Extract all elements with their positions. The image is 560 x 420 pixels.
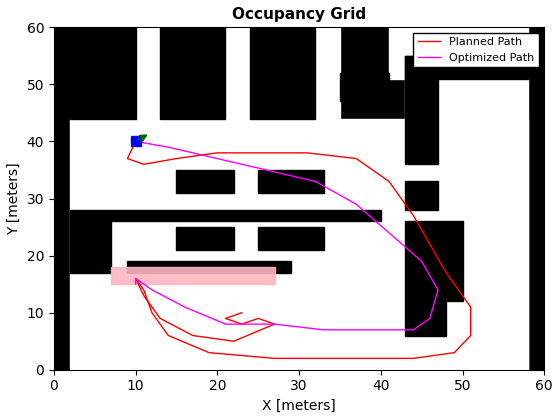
Line: Optimized Path: Optimized Path bbox=[136, 142, 438, 330]
Bar bbox=[70, 210, 381, 221]
Bar bbox=[258, 170, 324, 193]
Optimized Path bbox=[214, 156, 221, 161]
X-axis label: X [meters]: X [meters] bbox=[262, 399, 336, 413]
Planned Path bbox=[189, 333, 196, 338]
Planned Path bbox=[263, 150, 270, 155]
Optimized Path bbox=[418, 259, 425, 264]
Bar bbox=[70, 221, 111, 273]
Planned Path bbox=[427, 241, 433, 247]
Optimized Path bbox=[181, 304, 188, 310]
Planned Path bbox=[132, 139, 139, 144]
Planned Path bbox=[353, 156, 360, 161]
Bar bbox=[111, 267, 274, 284]
Planned Path bbox=[148, 310, 155, 315]
Optimized Path bbox=[427, 316, 433, 321]
Optimized Path bbox=[132, 139, 139, 144]
Planned Path bbox=[157, 316, 164, 321]
Planned Path bbox=[271, 322, 278, 327]
Optimized Path bbox=[222, 322, 229, 327]
Planned Path bbox=[141, 293, 147, 298]
Planned Path bbox=[468, 304, 474, 310]
Optimized Path bbox=[271, 322, 278, 327]
Bar bbox=[136, 27, 160, 118]
Planned Path bbox=[230, 339, 237, 344]
Planned Path bbox=[255, 316, 262, 321]
Planned Path bbox=[410, 356, 417, 361]
Bar bbox=[405, 56, 438, 164]
Bar bbox=[405, 79, 528, 164]
Planned Path bbox=[451, 350, 458, 355]
Bar bbox=[405, 27, 528, 56]
Optimized Path bbox=[263, 168, 270, 173]
Bar bbox=[315, 27, 340, 118]
Bar bbox=[160, 27, 226, 118]
Optimized Path bbox=[353, 202, 360, 207]
Bar bbox=[258, 227, 324, 250]
Planned Path bbox=[386, 179, 393, 184]
Optimized Path bbox=[148, 287, 155, 292]
Optimized Path bbox=[386, 230, 393, 235]
Planned Path bbox=[271, 356, 278, 361]
Bar bbox=[70, 118, 528, 370]
Title: Occupancy Grid: Occupancy Grid bbox=[232, 7, 366, 22]
Optimized Path bbox=[132, 282, 139, 287]
Planned Path bbox=[124, 156, 131, 161]
Bar bbox=[463, 210, 528, 370]
Legend: Planned Path, Optimized Path: Planned Path, Optimized Path bbox=[413, 33, 539, 67]
Optimized Path bbox=[435, 287, 441, 292]
Bar bbox=[389, 27, 405, 79]
Bar bbox=[438, 164, 528, 210]
Planned Path bbox=[239, 310, 245, 315]
Bar bbox=[176, 170, 234, 193]
Planned Path bbox=[165, 333, 171, 338]
Planned Path bbox=[141, 287, 147, 292]
Optimized Path bbox=[369, 327, 376, 332]
Bar bbox=[405, 301, 446, 336]
Planned Path bbox=[443, 270, 450, 275]
Planned Path bbox=[141, 162, 147, 167]
Line: Planned Path: Planned Path bbox=[128, 142, 471, 358]
Optimized Path bbox=[132, 276, 139, 281]
Bar bbox=[226, 27, 250, 118]
Planned Path bbox=[468, 333, 474, 338]
Planned Path bbox=[239, 322, 245, 327]
Planned Path bbox=[410, 213, 417, 218]
Optimized Path bbox=[312, 179, 319, 184]
Bar bbox=[70, 27, 136, 118]
Planned Path bbox=[214, 150, 221, 155]
Optimized Path bbox=[410, 327, 417, 332]
Bar bbox=[128, 261, 291, 273]
Bar bbox=[176, 227, 234, 250]
Planned Path bbox=[132, 276, 139, 281]
Planned Path bbox=[222, 316, 229, 321]
Y-axis label: Y [meters]: Y [meters] bbox=[7, 162, 21, 235]
Planned Path bbox=[304, 150, 311, 155]
Bar bbox=[405, 181, 438, 210]
Planned Path bbox=[345, 356, 352, 361]
Planned Path bbox=[206, 350, 212, 355]
Planned Path bbox=[173, 156, 180, 161]
Optimized Path bbox=[320, 327, 327, 332]
Bar bbox=[340, 73, 389, 102]
Bar bbox=[405, 56, 528, 79]
Bar bbox=[405, 221, 463, 301]
Bar bbox=[250, 27, 315, 118]
Optimized Path bbox=[165, 144, 171, 150]
